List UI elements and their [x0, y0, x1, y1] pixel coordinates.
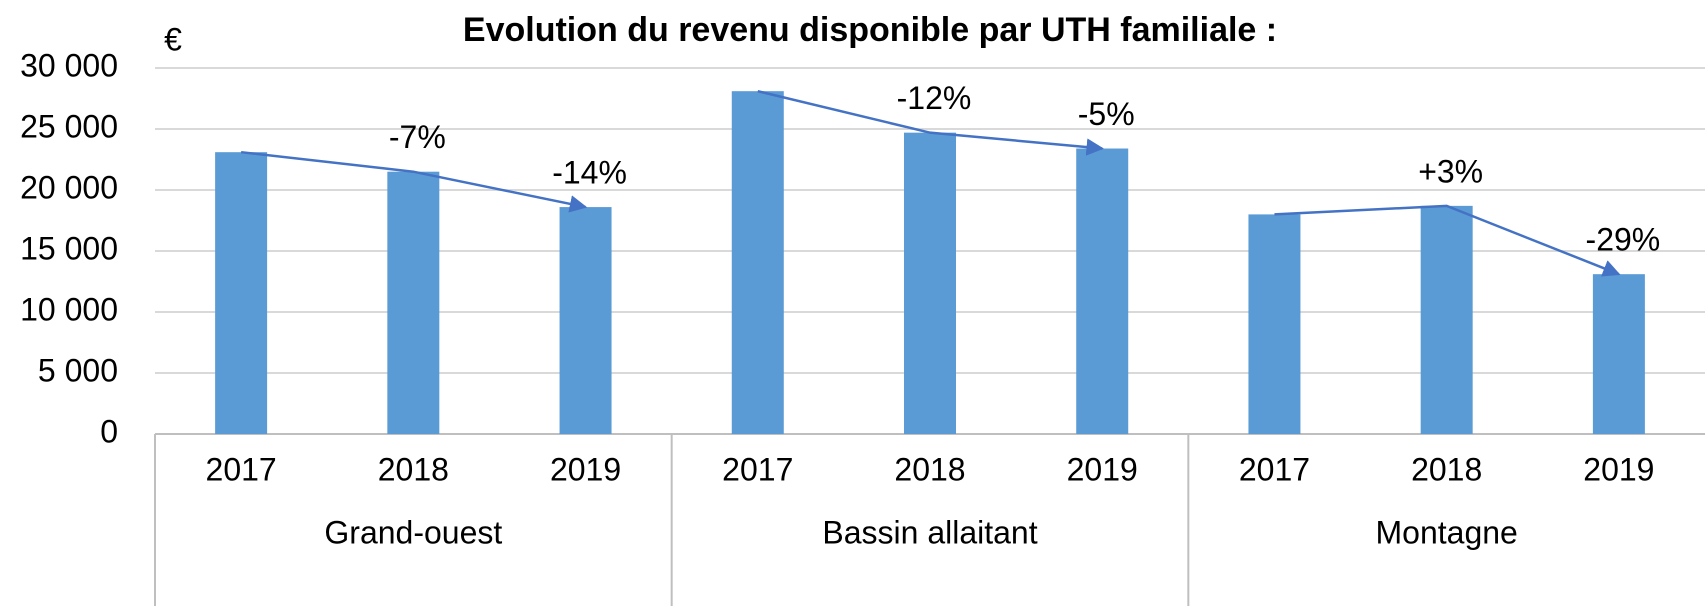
bar	[387, 171, 440, 434]
x-tick-label: 2017	[722, 451, 793, 487]
annotation: -14%	[552, 155, 627, 191]
bar	[559, 207, 612, 434]
x-tick-label: 2018	[378, 451, 449, 487]
y-tick-label: 0	[100, 413, 118, 449]
bar	[1420, 205, 1473, 434]
trend-line	[240, 150, 588, 213]
bar	[215, 152, 268, 434]
bar	[1248, 214, 1301, 434]
y-axis-label: €	[164, 21, 182, 57]
annotation: -5%	[1078, 96, 1135, 132]
y-tick-label: 20 000	[20, 169, 118, 205]
x-tick-label: 2017	[206, 451, 277, 487]
trend-line	[757, 89, 1104, 156]
y-tick-label: 10 000	[20, 291, 118, 327]
annotation: -7%	[389, 119, 446, 155]
bar	[731, 91, 784, 435]
annotation: +3%	[1418, 153, 1483, 189]
annotation: -29%	[1586, 222, 1661, 258]
bar	[904, 132, 956, 434]
y-tick-label: 25 000	[20, 108, 118, 144]
x-tick-label: 2019	[550, 451, 621, 487]
y-tick-label: 5 000	[38, 352, 118, 388]
group-label: Bassin allaitant	[822, 514, 1037, 550]
x-tick-label: 2018	[1411, 451, 1482, 487]
x-tick-label: 2018	[894, 451, 965, 487]
group-label: Montagne	[1376, 514, 1518, 550]
bar	[1592, 274, 1645, 434]
chart-title: Evolution du revenu disponible par UTH f…	[463, 11, 1277, 49]
y-tick-label: 15 000	[20, 230, 118, 266]
x-tick-label: 2017	[1239, 451, 1310, 487]
x-tick-label: 2019	[1583, 451, 1654, 487]
group-label: Grand-ouest	[324, 514, 502, 550]
bar	[1076, 148, 1129, 434]
annotation: -12%	[897, 80, 972, 116]
y-tick-label: 30 000	[20, 47, 118, 83]
trend-line	[1274, 204, 1621, 277]
x-tick-label: 2019	[1067, 451, 1138, 487]
